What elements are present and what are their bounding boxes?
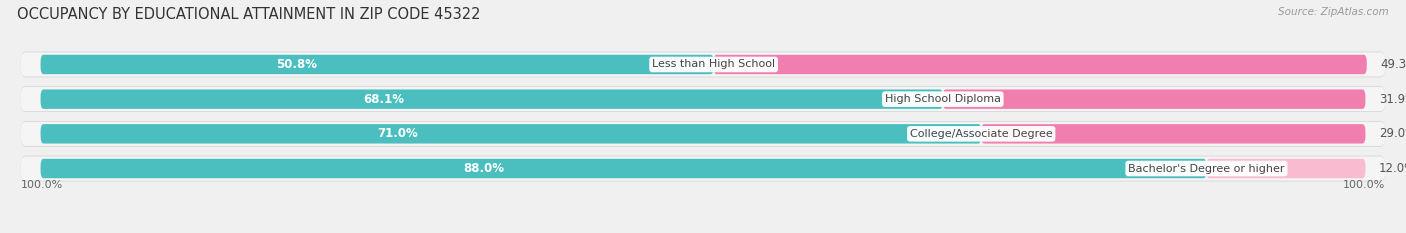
Text: Source: ZipAtlas.com: Source: ZipAtlas.com xyxy=(1278,7,1389,17)
FancyBboxPatch shape xyxy=(1206,159,1365,178)
FancyBboxPatch shape xyxy=(41,159,1206,178)
Text: OCCUPANCY BY EDUCATIONAL ATTAINMENT IN ZIP CODE 45322: OCCUPANCY BY EDUCATIONAL ATTAINMENT IN Z… xyxy=(17,7,481,22)
FancyBboxPatch shape xyxy=(21,87,1385,111)
Text: 100.0%: 100.0% xyxy=(21,180,63,190)
FancyBboxPatch shape xyxy=(943,89,1365,109)
FancyBboxPatch shape xyxy=(41,124,981,144)
Text: 12.0%: 12.0% xyxy=(1379,162,1406,175)
Text: Bachelor's Degree or higher: Bachelor's Degree or higher xyxy=(1128,164,1285,174)
FancyBboxPatch shape xyxy=(714,55,1367,74)
Text: 29.0%: 29.0% xyxy=(1379,127,1406,140)
Text: 31.9%: 31.9% xyxy=(1379,93,1406,106)
Text: College/Associate Degree: College/Associate Degree xyxy=(910,129,1053,139)
Text: Less than High School: Less than High School xyxy=(652,59,775,69)
FancyBboxPatch shape xyxy=(41,55,714,74)
FancyBboxPatch shape xyxy=(21,52,1385,77)
FancyBboxPatch shape xyxy=(21,156,1385,181)
Text: 49.3%: 49.3% xyxy=(1381,58,1406,71)
Text: 100.0%: 100.0% xyxy=(1343,180,1385,190)
Text: 71.0%: 71.0% xyxy=(378,127,419,140)
FancyBboxPatch shape xyxy=(21,121,1385,147)
Text: 88.0%: 88.0% xyxy=(463,162,505,175)
FancyBboxPatch shape xyxy=(21,122,1385,146)
FancyBboxPatch shape xyxy=(981,124,1365,144)
Text: 50.8%: 50.8% xyxy=(276,58,316,71)
FancyBboxPatch shape xyxy=(21,52,1385,77)
Text: High School Diploma: High School Diploma xyxy=(884,94,1001,104)
FancyBboxPatch shape xyxy=(21,86,1385,112)
FancyBboxPatch shape xyxy=(21,156,1385,181)
Text: 68.1%: 68.1% xyxy=(363,93,404,106)
FancyBboxPatch shape xyxy=(41,89,943,109)
